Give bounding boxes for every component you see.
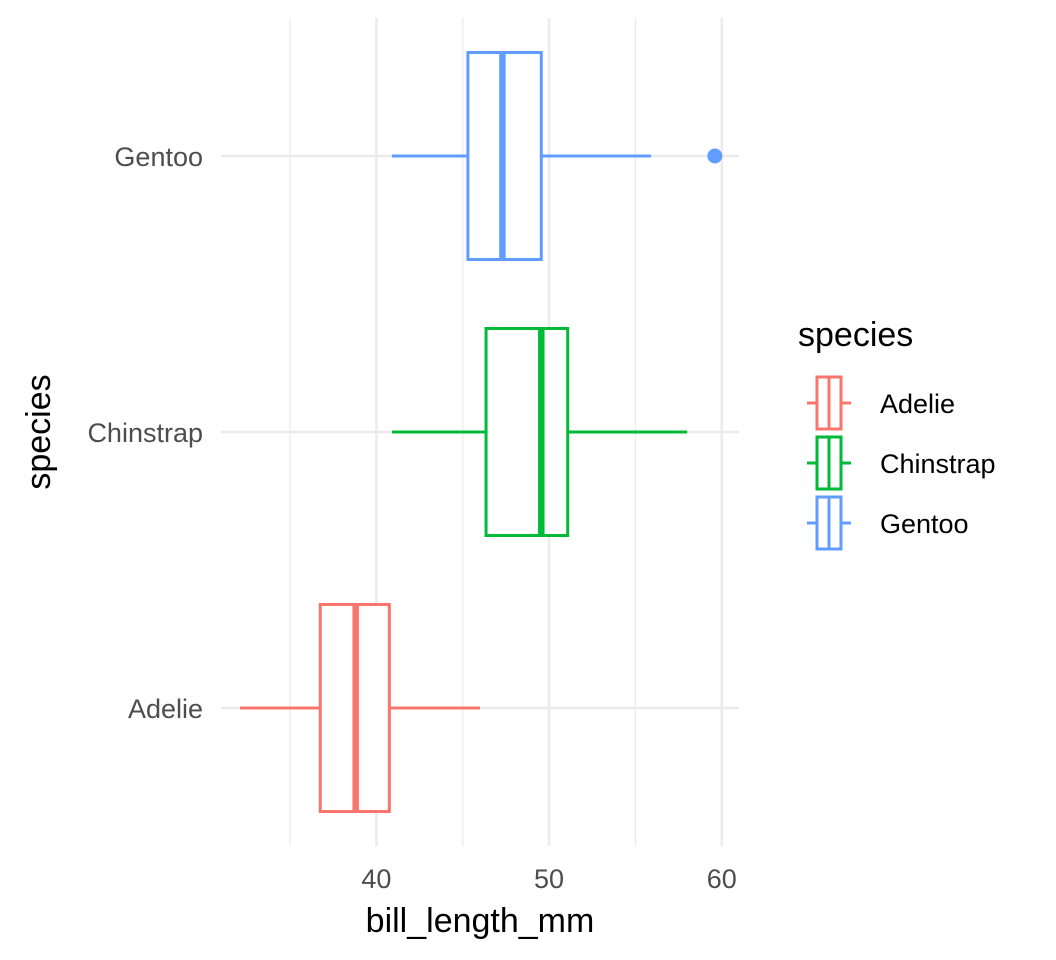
box-adelie [239,603,480,813]
y-tick-label: Adelie [128,694,203,724]
x-tick-label: 60 [707,864,737,894]
x-tick-label: 50 [534,864,564,894]
legend: species Adelie Chinstrap Gentoo [798,316,996,551]
legend-label: Gentoo [880,509,969,539]
box-chinstrap [391,327,688,537]
y-tick-labels: Adelie Chinstrap Gentoo [87,142,203,724]
legend-key [807,435,851,491]
legend-key [807,375,851,431]
legend-key [807,495,851,551]
x-axis-title: bill_length_mm [366,902,595,940]
outlier-point [707,148,723,164]
y-tick-label: Gentoo [114,142,203,172]
box-gentoo [391,51,723,261]
x-tick-label: 40 [361,864,391,894]
y-tick-label: Chinstrap [87,418,203,448]
legend-item-adelie: Adelie [807,375,955,431]
legend-title: species [798,316,913,354]
y-axis-title: species [20,374,58,489]
legend-label: Adelie [880,389,955,419]
box-iqr [484,327,570,537]
boxes [239,51,723,813]
legend-items: Adelie Chinstrap Gentoo [807,375,996,551]
legend-label: Chinstrap [880,449,996,479]
legend-item-chinstrap: Chinstrap [807,435,996,491]
x-tick-labels: 40 50 60 [361,864,736,894]
legend-item-gentoo: Gentoo [807,495,969,551]
